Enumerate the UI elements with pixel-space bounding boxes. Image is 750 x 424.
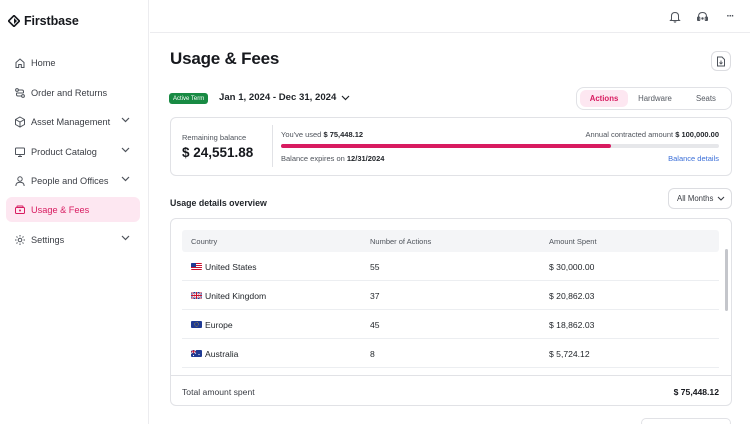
amount-cell: $ 20,862.03 xyxy=(549,291,595,301)
chevron-down-icon xyxy=(121,235,130,241)
document-export-icon xyxy=(717,56,725,66)
next-section-card xyxy=(641,418,731,424)
page-title: Usage & Fees xyxy=(170,49,280,68)
sidebar-item-product-catalog[interactable]: Product Catalog xyxy=(6,139,140,164)
actions-cell: 55 xyxy=(370,262,380,272)
date-range-selector[interactable]: Jan 1, 2024 - Dec 31, 2024 xyxy=(219,92,350,103)
used-label: You've used xyxy=(281,130,322,139)
orders-icon xyxy=(14,87,26,99)
column-header-amount[interactable]: Amount Spent xyxy=(549,237,597,246)
expires-date: 12/31/2024 xyxy=(346,154,385,163)
used-amount: $ 75,448.12 xyxy=(323,130,364,139)
total-amount: $ 75,448.12 xyxy=(673,387,719,397)
actions-cell: 37 xyxy=(370,291,380,301)
balance-progress-bar xyxy=(281,144,719,148)
person-icon xyxy=(14,175,26,187)
firstbase-logo-icon xyxy=(8,15,20,27)
bell-icon[interactable] xyxy=(668,9,682,23)
sidebar-item-label: Order and Returns xyxy=(31,87,108,98)
usage-icon xyxy=(14,204,26,216)
sidebar-item-label: Product Catalog xyxy=(31,146,97,157)
remaining-balance-amount: $ 24,551.88 xyxy=(182,145,254,160)
country-cell: United Kingdom xyxy=(205,291,267,301)
app-name: Firstbase xyxy=(24,14,79,28)
months-filter-dropdown[interactable]: All Months xyxy=(668,188,732,209)
balance-card xyxy=(170,117,732,176)
gear-icon xyxy=(14,234,26,246)
usage-type-tabs: Actions Hardware Seats xyxy=(576,87,732,110)
sidebar-item-label: Home xyxy=(31,57,56,68)
tab-seats[interactable]: Seats xyxy=(696,94,716,103)
balance-progress-fill xyxy=(281,144,612,148)
balance-divider xyxy=(272,125,273,167)
table-row[interactable] xyxy=(182,339,719,368)
sidebar-item-people-offices[interactable]: People and Offices xyxy=(6,168,140,193)
tab-hardware[interactable]: Hardware xyxy=(638,94,672,103)
export-button[interactable] xyxy=(711,51,731,71)
support-icon[interactable] xyxy=(695,9,709,23)
sidebar-item-asset-management[interactable]: Asset Management xyxy=(6,109,140,134)
months-filter-value: All Months xyxy=(677,194,714,203)
sidebar-item-home[interactable]: Home xyxy=(6,50,140,75)
eu-flag-icon xyxy=(191,321,202,328)
sidebar-item-label: People and Offices xyxy=(31,175,109,186)
table-row[interactable] xyxy=(182,310,719,339)
sidebar-item-label: Asset Management xyxy=(31,116,111,127)
sidebar-item-label: Settings xyxy=(31,234,65,245)
sidebar: Firstbase Home Order and Returns Asset M… xyxy=(0,0,149,424)
cube-icon xyxy=(14,115,26,128)
country-cell: Australia xyxy=(205,349,239,359)
contracted-label: Annual contracted amount xyxy=(585,130,674,139)
total-label: Total amount spent xyxy=(182,387,255,397)
table-row[interactable] xyxy=(182,252,719,281)
gb-flag-icon xyxy=(191,292,202,299)
active-term-badge: Active Term xyxy=(169,93,209,104)
sidebar-item-settings[interactable]: Settings xyxy=(6,227,140,252)
catalog-icon xyxy=(14,146,26,158)
country-cell: Europe xyxy=(205,320,233,330)
table-scrollbar[interactable] xyxy=(725,249,728,311)
amount-cell: $ 5,724.12 xyxy=(549,349,590,359)
sidebar-item-usage-fees[interactable]: Usage & Fees xyxy=(6,197,140,222)
amount-cell: $ 18,862.03 xyxy=(549,320,595,330)
balance-details-link[interactable]: Balance details xyxy=(668,154,719,163)
top-bar: ··· xyxy=(150,0,750,33)
chevron-down-icon xyxy=(121,117,130,123)
remaining-balance-label: Remaining balance xyxy=(182,133,247,142)
balance-expiry-text: Balance expires on 12/31/2024 xyxy=(281,154,384,163)
firstbase-logo[interactable]: Firstbase xyxy=(8,14,79,28)
chevron-down-icon xyxy=(341,95,350,100)
contracted-amount-text: Annual contracted amount $ 100,000.00 xyxy=(586,130,719,139)
tab-actions[interactable]: Actions xyxy=(580,90,628,107)
column-header-actions[interactable]: Number of Actions xyxy=(370,237,432,246)
sidebar-item-label: Usage & Fees xyxy=(31,204,90,215)
more-icon[interactable]: ··· xyxy=(726,10,735,22)
amount-cell: $ 30,000.00 xyxy=(549,262,595,272)
chevron-down-icon xyxy=(121,176,130,182)
column-header-country[interactable]: Country xyxy=(191,237,218,246)
used-amount-text: You've used $ 75,448.12 xyxy=(281,130,363,139)
contracted-amount: $ 100,000.00 xyxy=(675,130,719,139)
date-range-label: Jan 1, 2024 - Dec 31, 2024 xyxy=(219,92,337,103)
us-flag-icon xyxy=(191,263,202,270)
home-icon xyxy=(14,57,26,69)
total-divider xyxy=(171,375,731,376)
au-flag-icon xyxy=(191,350,202,357)
actions-cell: 45 xyxy=(370,320,380,330)
usage-section-title: Usage details overview xyxy=(170,198,267,208)
expires-label: Balance expires on xyxy=(281,154,345,163)
chevron-down-icon xyxy=(717,196,725,201)
table-row[interactable] xyxy=(182,281,719,310)
chevron-down-icon xyxy=(121,147,130,153)
actions-cell: 8 xyxy=(370,349,375,359)
country-cell: United States xyxy=(205,262,257,272)
sidebar-item-orders[interactable]: Order and Returns xyxy=(6,80,140,105)
table-header xyxy=(182,230,719,252)
